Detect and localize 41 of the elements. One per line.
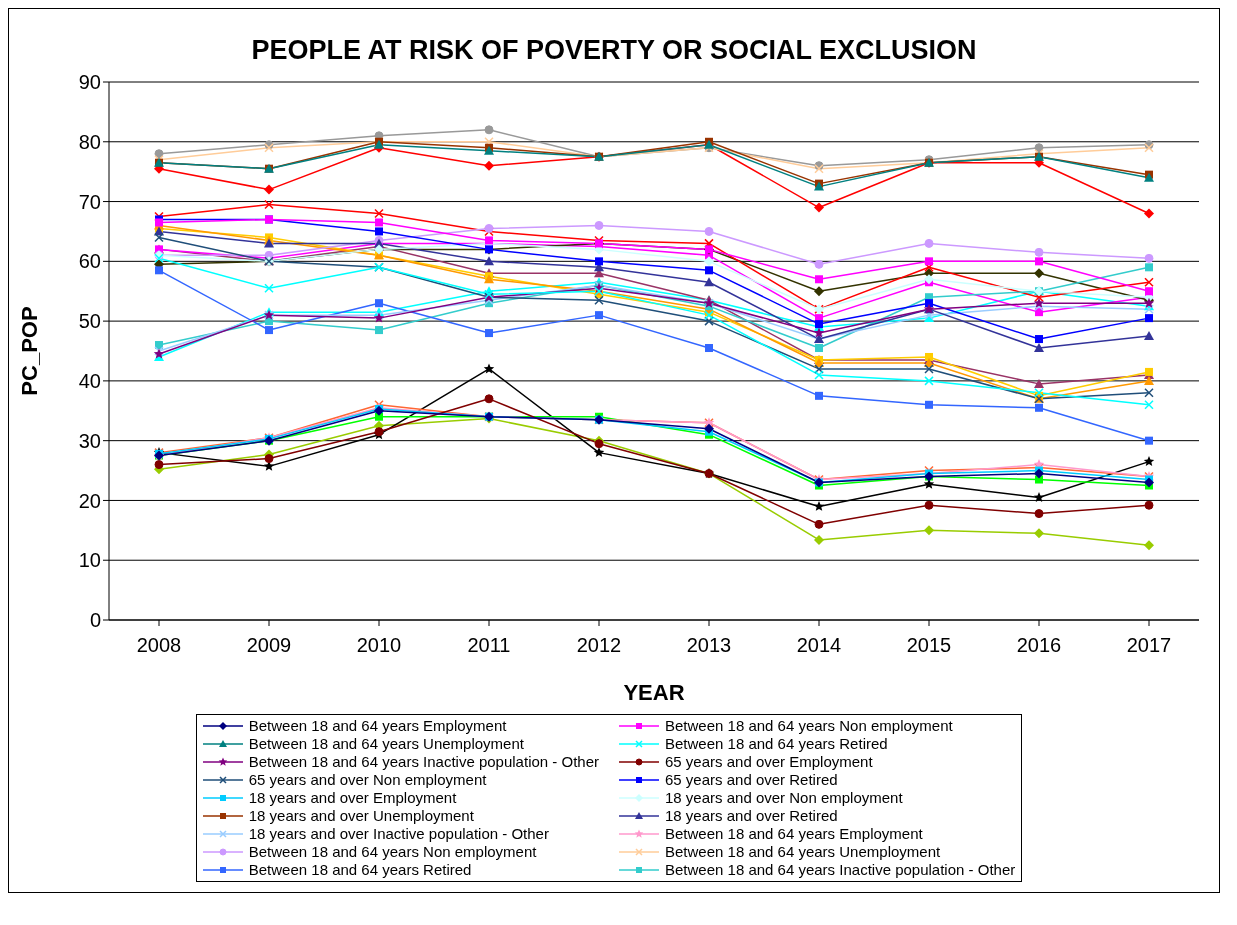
legend-label: 18 years and over Inactive population - Other bbox=[248, 825, 549, 843]
x-axis-title: YEAR bbox=[623, 680, 685, 705]
y-tick-label: 0 bbox=[89, 609, 101, 632]
legend-label: Between 18 and 64 years Inactive population - Other bbox=[248, 753, 599, 771]
y-tick-label: 80 bbox=[78, 130, 101, 153]
legend-label: Between 18 and 64 years Retired bbox=[665, 735, 888, 753]
x-tick-label: 2010 bbox=[356, 634, 402, 657]
y-axis-title: PC_POP bbox=[16, 306, 42, 396]
x-tick-label: 2014 bbox=[796, 634, 842, 657]
y-tick-label: 90 bbox=[78, 71, 101, 94]
x-tick-label: 2008 bbox=[136, 634, 182, 657]
x-tick-label: 2015 bbox=[906, 634, 952, 657]
y-tick-label: 40 bbox=[78, 369, 101, 392]
legend-label: Between 18 and 64 years Retired bbox=[248, 861, 472, 879]
legend-label: Between 18 and 64 years Non employment bbox=[665, 717, 953, 735]
y-tick-label: 10 bbox=[78, 549, 101, 572]
legend-label: 18 years and over Employment bbox=[248, 789, 457, 807]
chart-title: PEOPLE AT RISK OF POVERTY OR SOCIAL EXCLUSION bbox=[250, 35, 978, 66]
y-tick-label: 60 bbox=[78, 250, 101, 273]
legend-label: 65 years and over Retired bbox=[665, 771, 838, 789]
legend-label: 65 years and over Employment bbox=[665, 753, 873, 771]
x-tick-label: 2012 bbox=[576, 634, 622, 657]
x-tick-label: 2016 bbox=[1016, 634, 1062, 657]
legend-label: Between 18 and 64 years Unemployment bbox=[248, 735, 524, 753]
legend-label: Between 18 and 64 years Inactive population - Other bbox=[665, 861, 1016, 879]
legend-label: 65 years and over Non employment bbox=[248, 771, 487, 789]
x-tick-label: 2013 bbox=[686, 634, 732, 657]
y-tick-label: 30 bbox=[78, 429, 101, 452]
legend-label: Between 18 and 64 years Non employment bbox=[248, 843, 537, 861]
x-tick-label: 2009 bbox=[246, 634, 292, 657]
x-tick-label: 2011 bbox=[467, 634, 511, 657]
y-tick-label: 70 bbox=[78, 190, 101, 213]
legend-label: Between 18 and 64 years Employment bbox=[248, 717, 507, 735]
y-tick-label: 50 bbox=[78, 310, 101, 333]
y-tick-label: 20 bbox=[78, 489, 101, 512]
legend-label: Between 18 and 64 years Employment bbox=[665, 825, 923, 843]
legend-label: 18 years and over Non employment bbox=[665, 789, 903, 807]
legend-label: 18 years and over Unemployment bbox=[248, 807, 474, 825]
legend-label: 18 years and over Retired bbox=[665, 807, 838, 825]
legend-label: Between 18 and 64 years Unemployment bbox=[665, 843, 941, 861]
x-tick-label: 2017 bbox=[1126, 634, 1172, 657]
